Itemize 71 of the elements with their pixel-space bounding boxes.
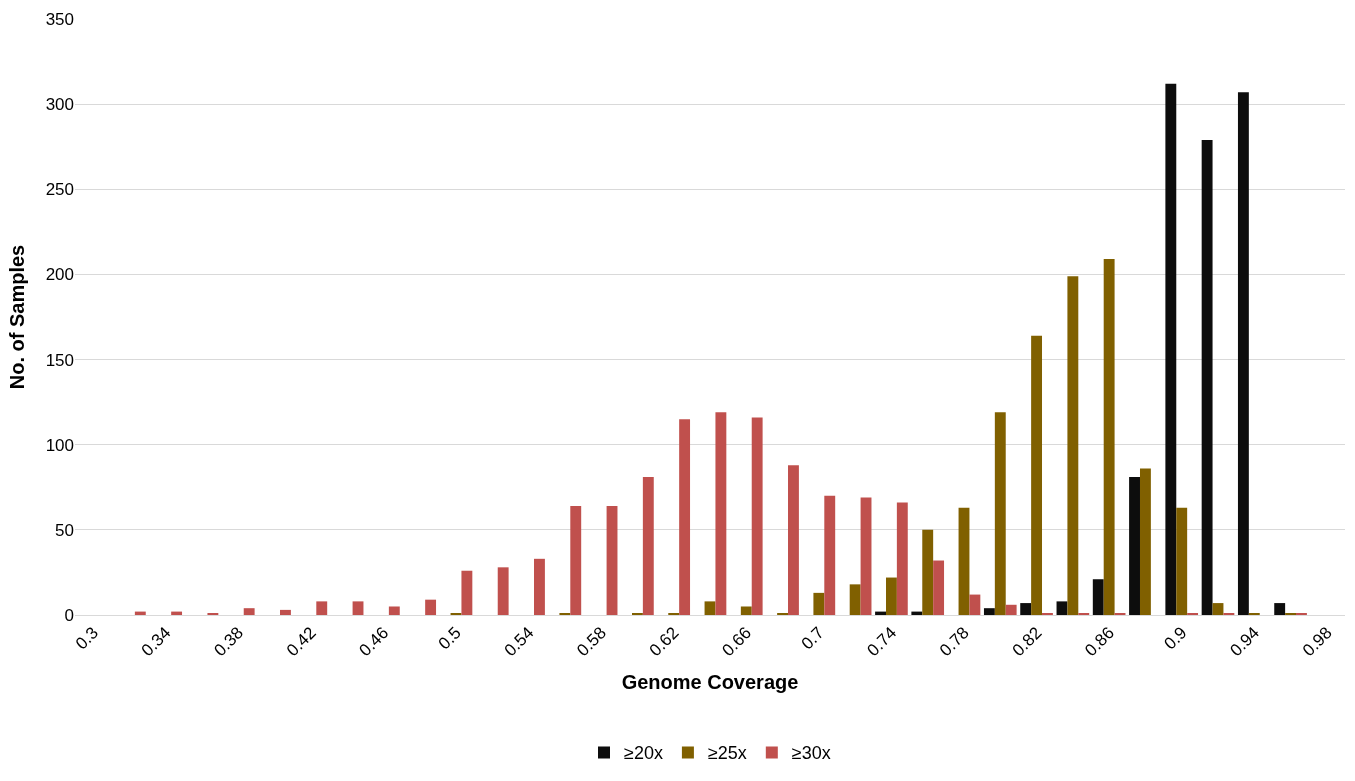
- bar: [704, 601, 716, 615]
- x-tick-label: 0.38: [210, 623, 248, 661]
- x-tick-label: 0.34: [137, 623, 175, 661]
- y-tick-label: 0: [64, 605, 74, 625]
- bar: [983, 608, 995, 615]
- y-tick-label: 100: [45, 435, 74, 455]
- y-axis-title: No. of Samples: [6, 244, 29, 390]
- bar: [1020, 603, 1032, 615]
- bar: [1005, 604, 1017, 615]
- bar: [958, 507, 970, 615]
- x-axis-title: Genome Coverage: [621, 670, 799, 693]
- bar: [352, 601, 364, 615]
- y-tick-label: 250: [45, 180, 74, 200]
- y-tick-label: 350: [45, 9, 74, 29]
- x-tick-label: 0.7: [797, 623, 828, 654]
- bar: [497, 567, 509, 615]
- bar: [1176, 507, 1188, 615]
- legend-label: ≥20x: [624, 743, 663, 764]
- bar: [1092, 579, 1104, 615]
- bar: [461, 570, 473, 615]
- bar: [1067, 276, 1079, 615]
- bar: [534, 558, 545, 615]
- bar: [1139, 468, 1151, 615]
- bar: [860, 497, 872, 615]
- bar: [388, 606, 400, 615]
- bar: [1031, 335, 1043, 615]
- bar: [969, 594, 981, 615]
- bar: [243, 608, 255, 615]
- bar: [1237, 92, 1249, 615]
- bar: [1212, 603, 1224, 615]
- x-tick-label: 0.74: [863, 623, 901, 661]
- bar: [1129, 477, 1140, 615]
- bar: [316, 601, 328, 615]
- x-tick-label: 0.46: [355, 623, 393, 661]
- bar: [1056, 601, 1068, 615]
- bar: [813, 592, 825, 615]
- y-tick-label: 200: [45, 265, 74, 285]
- x-tick-label: 0.94: [1226, 623, 1264, 661]
- x-tick-label: 0.3: [71, 623, 102, 654]
- bar: [606, 506, 618, 615]
- y-tick-label: 50: [55, 520, 74, 540]
- bar: [425, 599, 437, 615]
- bar: [849, 584, 861, 615]
- bar: [740, 606, 752, 615]
- bar: [933, 560, 945, 615]
- bar: [679, 419, 691, 615]
- bar: [642, 477, 654, 615]
- bar: [885, 577, 897, 615]
- bar: [922, 529, 934, 615]
- x-tick-label: 0.82: [1008, 623, 1046, 661]
- bar: [788, 465, 799, 615]
- bar: [1103, 259, 1115, 615]
- x-tick-label: 0.9: [1160, 623, 1191, 654]
- x-tick-label: 0.54: [500, 623, 538, 661]
- x-tick-label: 0.66: [718, 623, 756, 661]
- bar: [1201, 139, 1213, 615]
- bar: [1274, 603, 1286, 615]
- x-tick-label: 0.5: [434, 623, 465, 654]
- y-tick-label: 300: [45, 95, 74, 115]
- bar: [896, 502, 908, 615]
- legend-label: ≥25x: [707, 743, 747, 764]
- legend-label: ≥30x: [791, 743, 831, 764]
- bar: [1165, 83, 1177, 615]
- bar: [570, 506, 582, 615]
- bar: [824, 495, 836, 615]
- bar: [994, 412, 1006, 615]
- x-tick-label: 0.62: [645, 623, 683, 661]
- bar: [751, 417, 763, 615]
- bar: [280, 609, 291, 615]
- bar: [715, 412, 727, 615]
- y-tick-label: 150: [45, 350, 74, 370]
